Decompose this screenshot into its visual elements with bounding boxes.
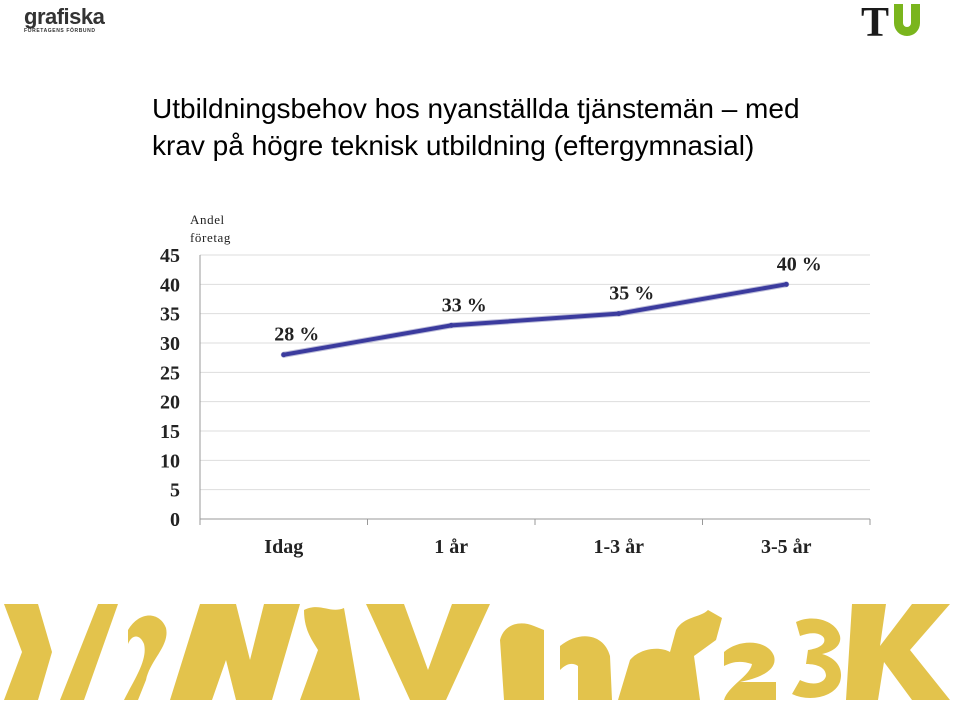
data-labels: 28 % 33 % 35 % 40 % [274, 253, 822, 345]
data-point [448, 322, 454, 328]
y-axis-label-line-1: Andel [190, 212, 225, 227]
y-tick-label: 10 [160, 450, 180, 472]
y-tick-label: 20 [160, 392, 180, 414]
data-label: 28 % [274, 324, 319, 346]
data-point [616, 311, 622, 317]
y-axis-ticks: 0 5 10 15 20 25 30 35 40 45 [160, 245, 180, 531]
grafiska-logo-text: grafiska [24, 4, 105, 29]
grafiska-logo-subtext: FÖRETAGENS FÖRBUND [24, 28, 96, 34]
y-tick-label: 30 [160, 333, 180, 355]
banner-shape [846, 604, 950, 700]
series-line-path [281, 282, 789, 357]
banner-shape [500, 623, 544, 700]
x-axis: Idag 1 år 1-3 år 3-5 år [199, 255, 871, 558]
banner-shape [60, 604, 118, 700]
x-tick-label: Idag [264, 536, 303, 558]
banner-shape [792, 618, 842, 698]
data-label: 40 % [777, 253, 822, 275]
banner-shapes [4, 604, 950, 700]
y-tick-label: 35 [160, 304, 180, 326]
data-label: 33 % [442, 294, 487, 316]
y-tick-label: 15 [160, 421, 180, 443]
banner-shape [560, 636, 612, 700]
banner-shape [366, 604, 490, 700]
tu-logo-t: T [861, 0, 889, 44]
tu-logo-u [894, 4, 920, 36]
decorative-banner [4, 604, 950, 700]
banner-shape [618, 610, 722, 700]
banner-shape [170, 604, 300, 700]
y-tick-label: 40 [160, 274, 180, 296]
x-tick-label: 1-3 år [593, 536, 644, 558]
y-axis-label-line-2: företag [190, 230, 231, 245]
x-tick-label: 1 år [434, 536, 468, 558]
y-tick-label: 0 [170, 509, 180, 531]
gridlines [200, 254, 870, 491]
data-point [281, 352, 287, 358]
data-point [783, 281, 789, 287]
chart-title: Utbildningsbehov hos nyanställda tjänste… [152, 93, 800, 161]
banner-shape [724, 642, 776, 700]
y-tick-label: 25 [160, 362, 180, 384]
grafiska-logo: grafiska FÖRETAGENS FÖRBUND [24, 4, 105, 35]
x-tick-label: 3-5 år [761, 536, 812, 558]
series-line [280, 281, 790, 358]
tu-logo: T [861, 0, 920, 44]
y-tick-label: 5 [170, 480, 180, 502]
y-tick-label: 45 [160, 245, 180, 267]
data-label: 35 % [609, 283, 654, 305]
banner-shape [4, 604, 52, 700]
banner-shape [300, 607, 360, 700]
banner-shape [124, 615, 167, 700]
